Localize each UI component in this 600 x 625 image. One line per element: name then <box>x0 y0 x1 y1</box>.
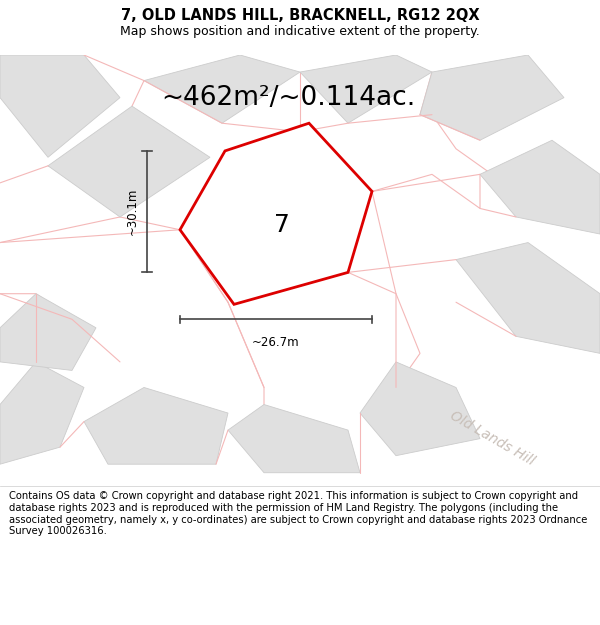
Text: Contains OS data © Crown copyright and database right 2021. This information is : Contains OS data © Crown copyright and d… <box>9 491 587 536</box>
Polygon shape <box>0 362 84 464</box>
Polygon shape <box>84 388 228 464</box>
Polygon shape <box>360 362 480 456</box>
Text: 7, OLD LANDS HILL, BRACKNELL, RG12 2QX: 7, OLD LANDS HILL, BRACKNELL, RG12 2QX <box>121 8 479 23</box>
Polygon shape <box>180 123 372 304</box>
Polygon shape <box>0 55 120 158</box>
Text: Map shows position and indicative extent of the property.: Map shows position and indicative extent… <box>120 26 480 39</box>
Text: 7: 7 <box>274 214 290 238</box>
Text: ~26.7m: ~26.7m <box>252 336 300 349</box>
Text: ~30.1m: ~30.1m <box>125 188 139 236</box>
Polygon shape <box>300 55 432 123</box>
Polygon shape <box>480 140 600 234</box>
Polygon shape <box>456 242 600 353</box>
Polygon shape <box>48 106 210 217</box>
Polygon shape <box>228 404 360 472</box>
Polygon shape <box>144 55 300 123</box>
Polygon shape <box>420 55 564 140</box>
Text: ~462m²/~0.114ac.: ~462m²/~0.114ac. <box>161 85 415 111</box>
Polygon shape <box>0 294 96 371</box>
Text: Old Lands Hill: Old Lands Hill <box>447 409 537 469</box>
